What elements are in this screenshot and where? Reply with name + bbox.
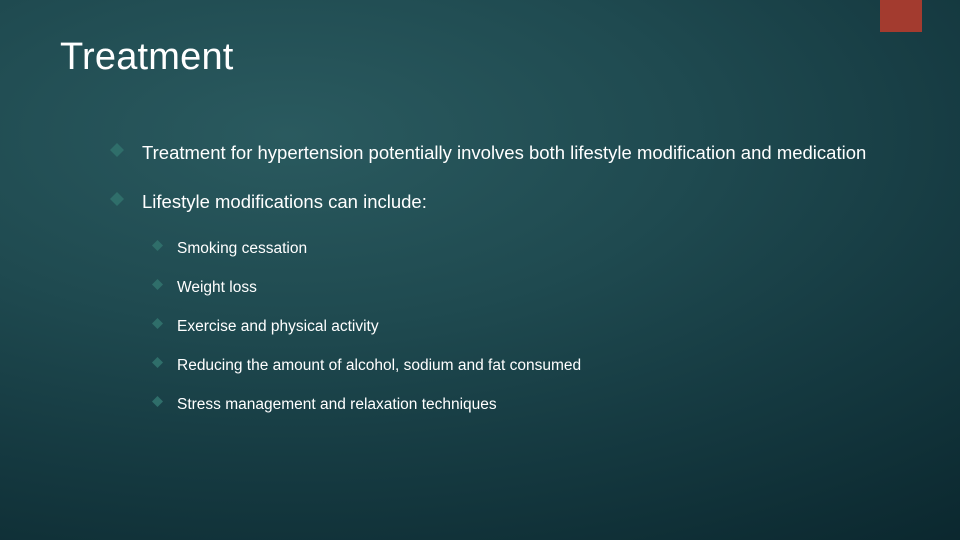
list-item: Treatment for hypertension potentially i… xyxy=(110,141,870,166)
list-item: Weight loss xyxy=(152,278,900,299)
list-item: Smoking cessation xyxy=(152,239,900,260)
diamond-icon xyxy=(110,143,124,157)
diamond-icon xyxy=(152,357,163,368)
list-item-text: Reducing the amount of alcohol, sodium a… xyxy=(177,356,900,377)
sub-list: Smoking cessation Weight loss Exercise a… xyxy=(110,239,900,416)
list-item: Reducing the amount of alcohol, sodium a… xyxy=(152,356,900,377)
page-title: Treatment xyxy=(60,36,900,79)
bullet-list: Treatment for hypertension potentially i… xyxy=(60,141,900,416)
list-item: Lifestyle modifications can include: xyxy=(110,190,870,215)
list-item: Stress management and relaxation techniq… xyxy=(152,395,900,416)
list-item-text: Weight loss xyxy=(177,278,900,299)
list-item: Exercise and physical activity xyxy=(152,317,900,338)
list-item-text: Smoking cessation xyxy=(177,239,900,260)
list-item-text: Stress management and relaxation techniq… xyxy=(177,395,900,416)
diamond-icon xyxy=(152,318,163,329)
diamond-icon xyxy=(152,396,163,407)
diamond-icon xyxy=(152,240,163,251)
diamond-icon xyxy=(110,192,124,206)
list-item-text: Exercise and physical activity xyxy=(177,317,900,338)
list-item-text: Treatment for hypertension potentially i… xyxy=(142,141,870,166)
list-item-text: Lifestyle modifications can include: xyxy=(142,190,870,215)
accent-bar xyxy=(880,0,922,32)
slide-container: Treatment Treatment for hypertension pot… xyxy=(0,0,960,416)
diamond-icon xyxy=(152,279,163,290)
